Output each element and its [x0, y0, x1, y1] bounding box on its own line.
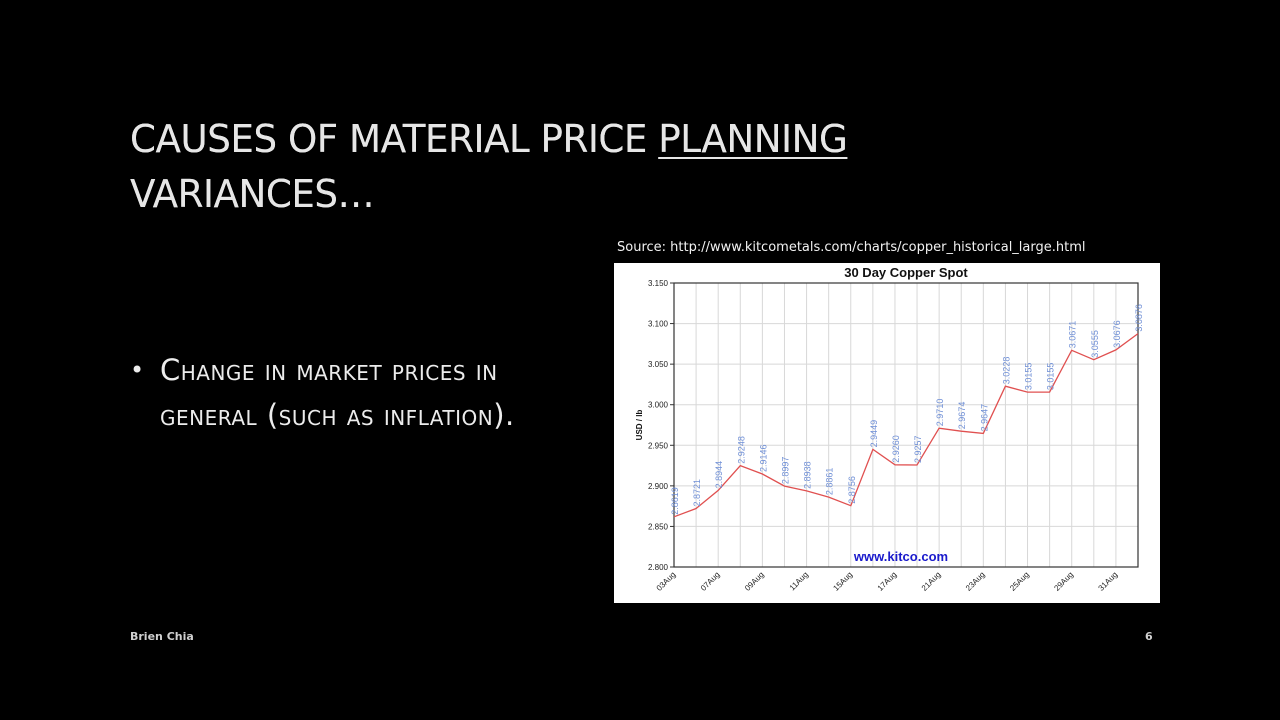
x-tick-label: 25Aug — [1008, 570, 1031, 593]
chart-watermark: www.kitco.com — [853, 549, 948, 564]
y-tick-label: 2.800 — [648, 563, 669, 572]
y-tick-label: 2.950 — [648, 441, 669, 450]
x-tick-label: 31Aug — [1097, 570, 1120, 593]
data-point-label: 2.8619 — [670, 487, 680, 515]
y-tick-label: 3.100 — [648, 320, 669, 329]
plot-frame — [673, 282, 1139, 568]
chart-title: 30 Day Copper Spot — [844, 265, 968, 280]
data-point-label: 3.0676 — [1112, 320, 1122, 348]
title-text-line2: VARIANCES… — [130, 172, 375, 216]
page-number: 6 — [1145, 630, 1153, 643]
data-point-label: 2.8997 — [781, 457, 791, 485]
x-tick-label: 11Aug — [788, 570, 810, 592]
data-point-label: 3.0671 — [1068, 321, 1078, 349]
x-tick-label: 15Aug — [831, 570, 854, 593]
data-point-label: 3.0555 — [1090, 330, 1100, 358]
x-tick-label: 07Aug — [699, 570, 722, 593]
data-point-label: 2.8938 — [803, 461, 813, 489]
x-tick-label: 03Aug — [655, 570, 678, 593]
title-underlined-word: PLANNING — [658, 117, 848, 161]
data-point-label: 2.9710 — [935, 399, 945, 427]
bullet-text: Change in market prices in general (such… — [160, 353, 515, 432]
x-tick-label: 21Aug — [920, 570, 943, 593]
data-point-label: 2.9146 — [758, 444, 768, 472]
y-tick-label: 3.000 — [648, 401, 669, 410]
data-point-label: 3.0876 — [1134, 304, 1144, 332]
data-point-label: 3.0155 — [1024, 363, 1034, 391]
data-point-label: 2.8721 — [692, 479, 702, 507]
data-point-label: 3.0228 — [1001, 357, 1011, 385]
data-point-label: 2.9449 — [869, 420, 879, 448]
copper-price-chart: 30 Day Copper Spot 3.150 3.100 3.050 3.000 2.… — [614, 263, 1160, 603]
slide-title: CAUSES OF MATERIAL PRICE PLANNING VARIAN… — [130, 112, 1012, 222]
data-point-label: 2.9647 — [979, 404, 989, 432]
y-tick-label: 3.050 — [648, 360, 669, 369]
chart-canvas: 30 Day Copper Spot 3.150 3.100 3.050 3.000 2.… — [635, 265, 1144, 593]
data-point-label: 2.8944 — [714, 461, 724, 489]
footer-author: Brien Chia — [130, 630, 194, 643]
data-point-label: 2.8756 — [847, 476, 857, 504]
data-point-label: 2.9674 — [957, 402, 967, 430]
y-axis-label: USD / lb — [635, 410, 644, 441]
x-tick-label: 09Aug — [743, 570, 766, 593]
y-tick-label: 3.150 — [648, 279, 669, 288]
title-text: CAUSES OF MATERIAL PRICE — [130, 117, 659, 161]
data-point-label: 3.0155 — [1046, 363, 1056, 391]
bullet-dot-icon: • — [130, 356, 145, 384]
data-point-label: 2.8861 — [825, 468, 835, 496]
price-line — [673, 333, 1139, 518]
x-tick-label: 23Aug — [964, 570, 987, 593]
data-point-label: 2.9248 — [736, 436, 746, 464]
x-tick-label: 29Aug — [1052, 570, 1075, 593]
data-point-label: 2.9257 — [913, 435, 923, 463]
data-point-label: 2.9260 — [891, 435, 901, 463]
x-tick-label: 17Aug — [876, 570, 899, 593]
y-tick-label: 2.900 — [648, 482, 669, 491]
bullet-item: • Change in market prices in general (su… — [130, 348, 590, 438]
chart-source: Source: http://www.kitcometals.com/chart… — [617, 240, 1086, 255]
y-tick-label: 2.850 — [648, 522, 669, 531]
